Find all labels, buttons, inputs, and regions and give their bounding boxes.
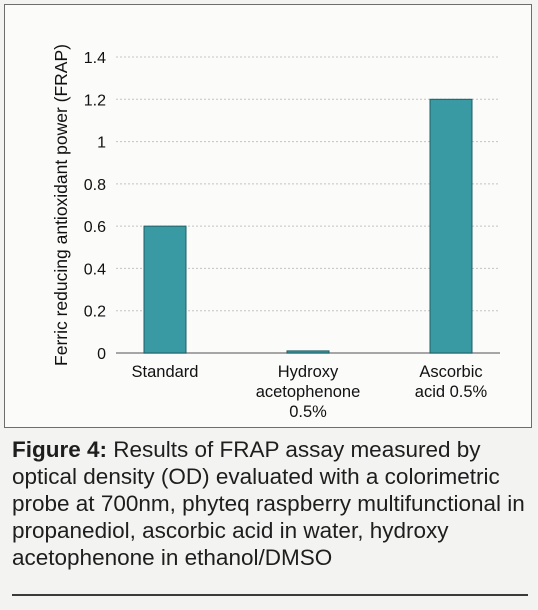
y-tick-label: 0.6 [84,219,106,236]
x-tick-label: Standard [132,363,199,381]
caption-rule [12,594,528,596]
bars [143,98,473,354]
x-tick-label: Hydroxy acetophenone 0.5% [256,363,361,421]
bar [429,98,473,354]
figure-caption: Figure 4: Results of FRAP assay measured… [12,436,528,571]
x-tick-label: Ascorbic acid 0.5% [415,363,488,401]
y-tick-label: 0.8 [84,177,106,194]
y-tick-label: 0.4 [84,261,106,278]
bar [286,350,330,354]
y-tick-label: 1.2 [84,92,106,109]
x-tick-labels: Standard Hydroxy acetophenone 0.5% Ascorbic a… [132,363,488,421]
y-tick-label: 0.2 [84,304,106,321]
y-tick-labels: 0 0.2 0.4 0.6 0.8 1 1.2 1.4 [84,50,106,363]
y-tick-label: 0 [97,346,106,363]
bar-chart: 0 0.2 0.4 0.6 0.8 1 1.2 1.4 Standard Hydroxy acet… [51,44,500,421]
y-axis-label: Ferric reducing antioxidant power (FRAP) [51,44,71,366]
bar [143,225,187,354]
figure-label: Figure 4: [12,437,108,462]
y-tick-label: 1.4 [84,50,106,67]
figure-caption-text: Results of FRAP assay measured by optica… [12,437,525,570]
y-tick-label: 1 [97,135,106,152]
